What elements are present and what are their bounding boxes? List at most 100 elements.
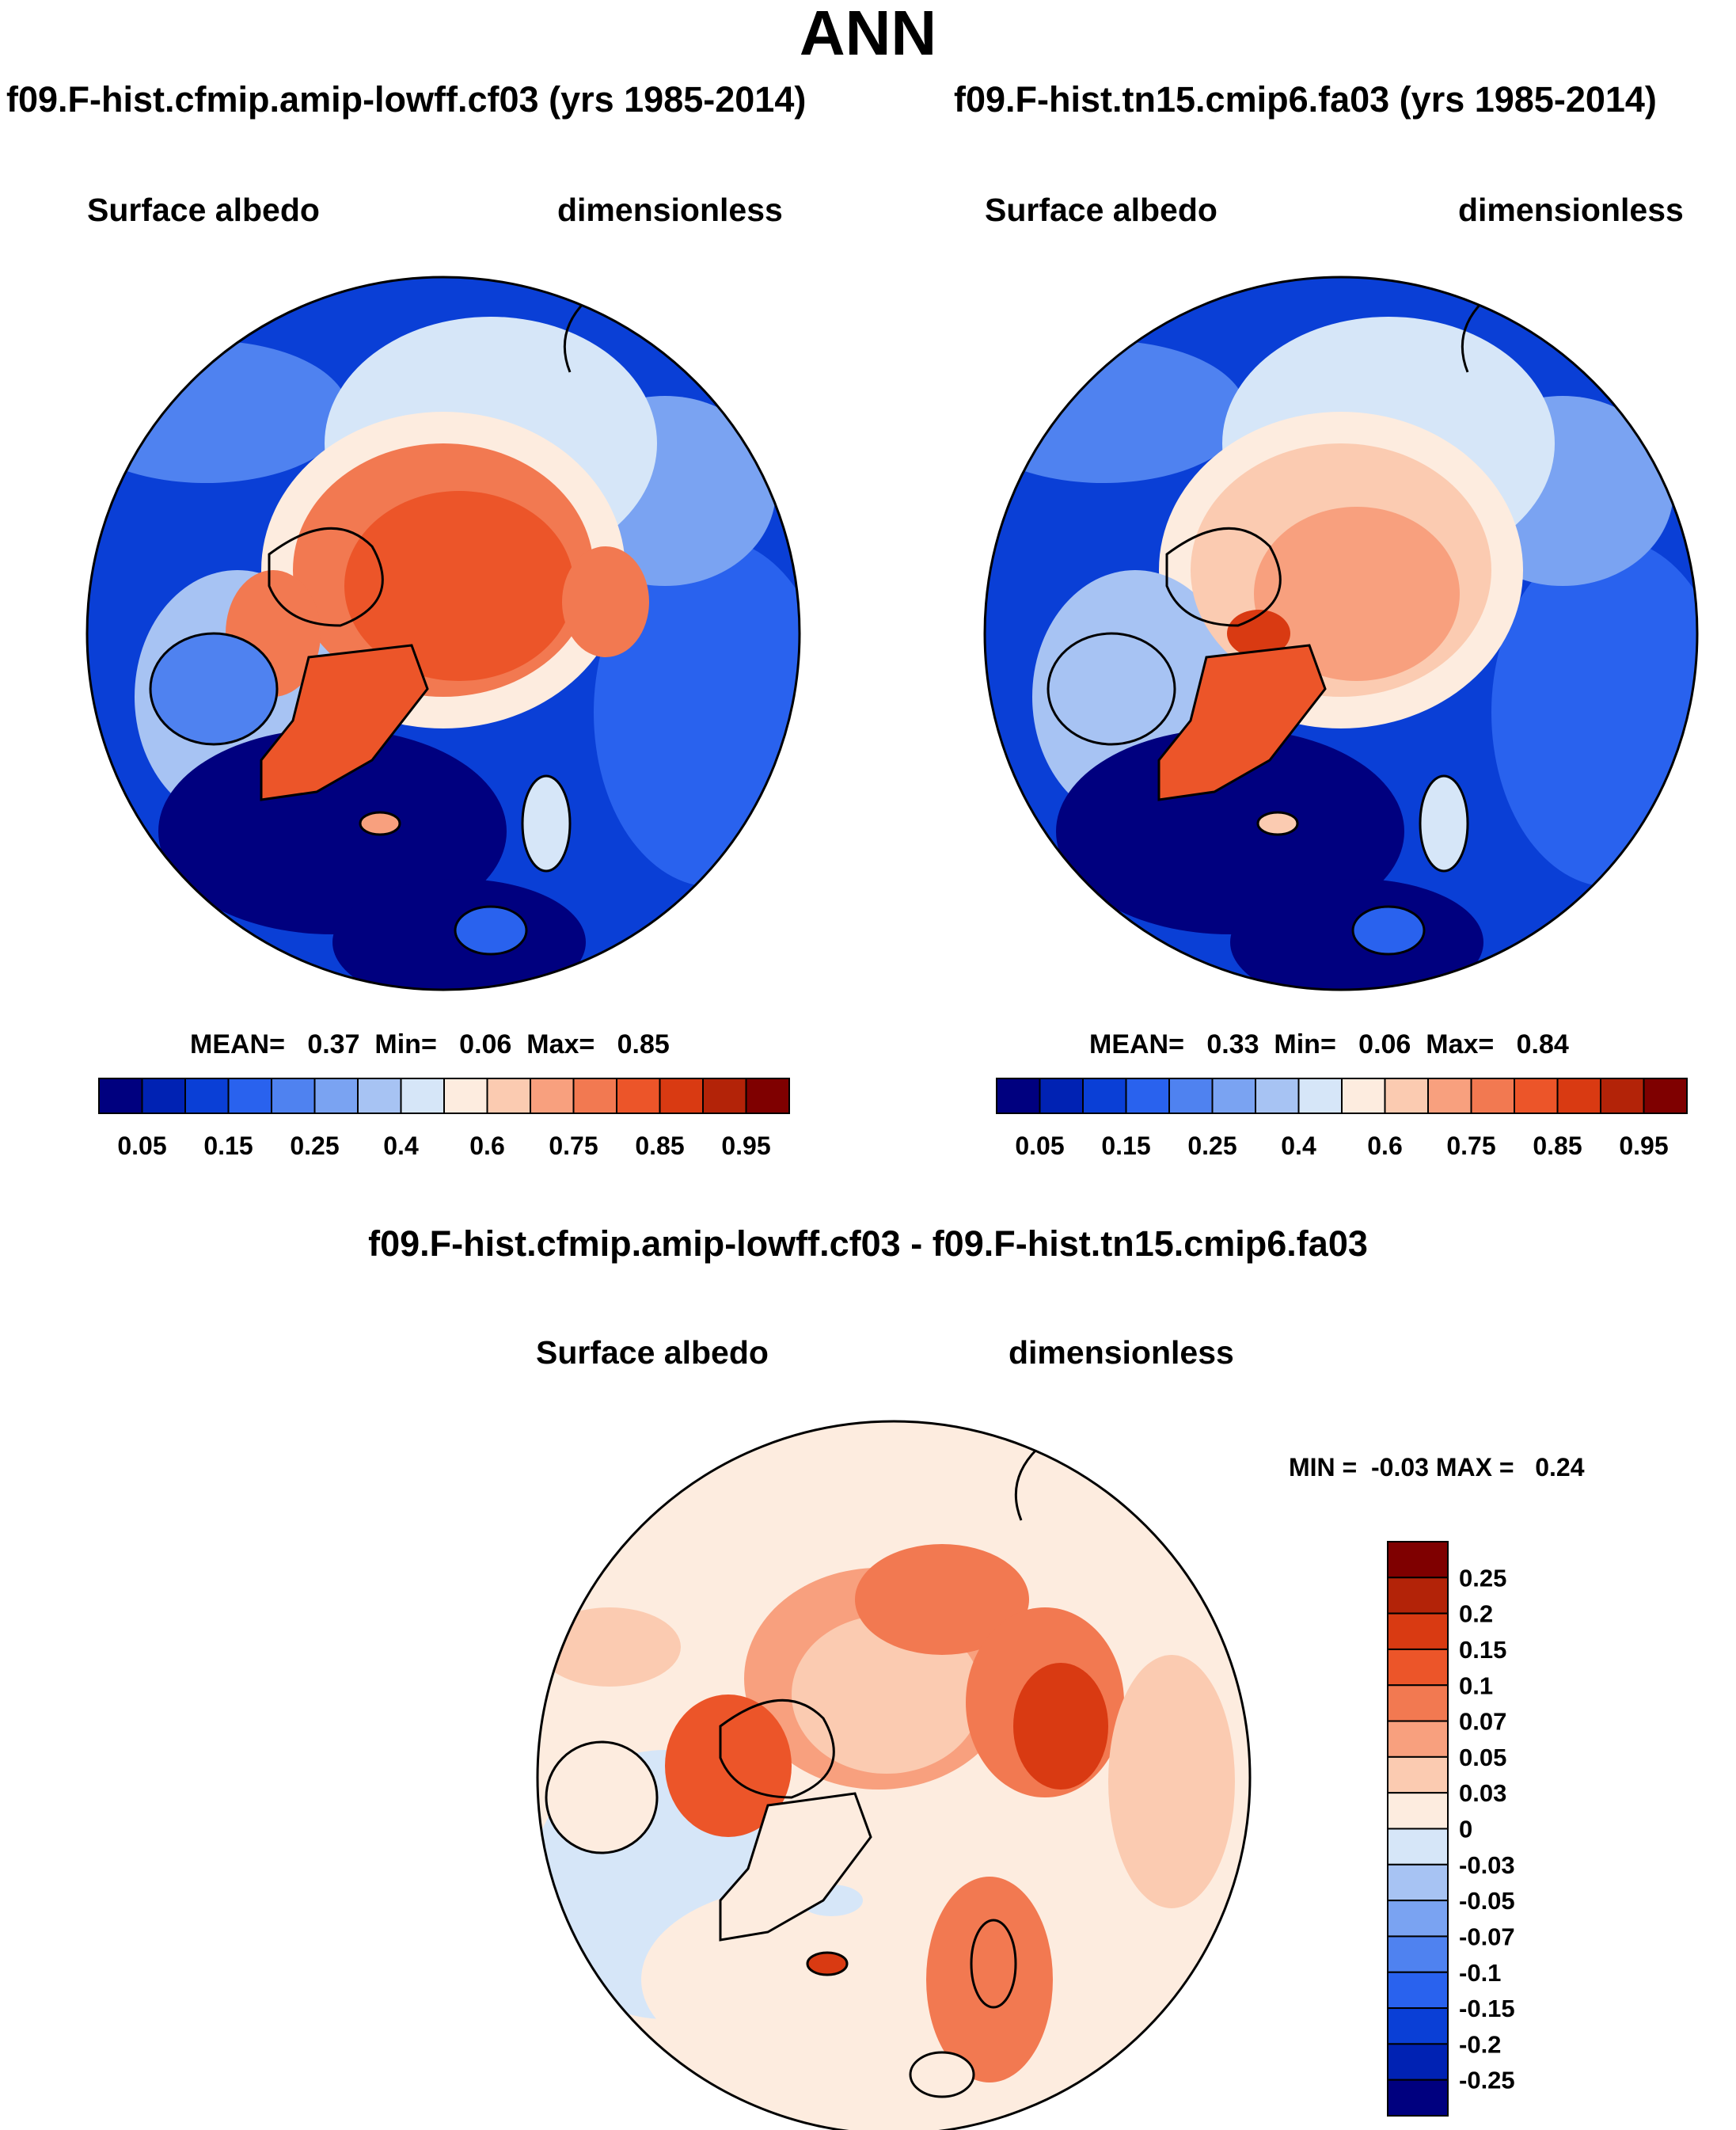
right-colorbar-swatch xyxy=(1211,1078,1256,1114)
left-colorbar-tick-label: 0.75 xyxy=(549,1132,598,1160)
right-colorbar-swatch xyxy=(1039,1078,1084,1114)
right-colorbar-tick-label: 0.05 xyxy=(1015,1132,1064,1160)
right-colorbar-tick-label: 0.25 xyxy=(1187,1132,1236,1160)
left-colorbar-tick-label: 0.15 xyxy=(203,1132,253,1160)
diff-panel-title: f09.F-hist.cfmip.amip-lowff.cf03 - f09.F… xyxy=(368,1223,1368,1264)
left-colorbar-tick-label: 0.6 xyxy=(469,1132,504,1160)
diff-colorbar-tick-label: 0.25 xyxy=(1459,1564,1506,1592)
left-colorbar-swatch xyxy=(184,1078,230,1114)
left-colorbar-swatch xyxy=(616,1078,661,1114)
right-map-border xyxy=(983,276,1699,991)
diff-variable-label: Surface albedo xyxy=(536,1334,769,1371)
right-units-label: dimensionless xyxy=(1458,192,1684,228)
diff-colorbar-swatch xyxy=(1387,1935,1449,1973)
left-colorbar-swatch xyxy=(572,1078,617,1114)
left-colorbar-swatch xyxy=(227,1078,272,1114)
diff-colorbar-swatch xyxy=(1387,1684,1449,1722)
right-colorbar-tick-label: 0.75 xyxy=(1446,1132,1495,1160)
left-polar-map xyxy=(87,277,800,990)
diff-colorbar-swatch xyxy=(1387,1792,1449,1830)
diff-colorbar-tick-label: -0.1 xyxy=(1459,1959,1501,1987)
page-title: ANN xyxy=(799,0,937,68)
right-colorbar: 0.05 0.15 0.25 0.4 0.6 0.75 0.85 0.95 xyxy=(996,1078,1688,1160)
right-stats: MEAN= 0.33 Min= 0.06 Max= 0.84 xyxy=(1089,1029,1569,1059)
left-colorbar-swatch xyxy=(486,1078,531,1114)
left-colorbar-tick-label: 0.4 xyxy=(383,1132,419,1160)
right-colorbar-swatch xyxy=(1082,1078,1127,1114)
right-colorbar-tick-label: 0.6 xyxy=(1367,1132,1402,1160)
left-panel-title: f09.F-hist.cfmip.amip-lowff.cf03 (yrs 19… xyxy=(6,79,807,120)
left-map-border xyxy=(85,276,801,991)
left-colorbar-tick-label: 0.95 xyxy=(721,1132,770,1160)
diff-colorbar-tick-label: 0.07 xyxy=(1459,1708,1506,1736)
diff-polar-map xyxy=(538,1421,1250,2130)
diff-colorbar-swatch xyxy=(1387,2079,1449,2117)
diff-colorbar-tick-label: 0 xyxy=(1459,1816,1472,1843)
diff-colorbar-swatch xyxy=(1387,1863,1449,1902)
diff-stats: MIN = -0.03 MAX = 0.24 xyxy=(1289,1453,1585,1481)
right-colorbar-swatch xyxy=(1470,1078,1515,1114)
diff-colorbar-swatch xyxy=(1387,2043,1449,2081)
right-colorbar-swatch xyxy=(1427,1078,1472,1114)
left-colorbar: 0.05 0.15 0.25 0.4 0.6 0.75 0.85 0.95 xyxy=(98,1078,790,1160)
diff-colorbar-tick-label: 0.2 xyxy=(1459,1600,1493,1628)
right-colorbar-swatch xyxy=(996,1078,1041,1114)
diff-colorbar-swatch xyxy=(1387,1612,1449,1650)
diff-colorbar-tick-label: 0.05 xyxy=(1459,1744,1506,1771)
diff-colorbar-tick-label: -0.2 xyxy=(1459,2030,1501,2058)
diff-map-border xyxy=(536,1420,1252,2130)
diff-colorbar-tick-label: -0.25 xyxy=(1459,2067,1515,2094)
left-units-label: dimensionless xyxy=(557,192,783,228)
left-colorbar-swatch xyxy=(530,1078,575,1114)
right-colorbar-swatch xyxy=(1255,1078,1300,1114)
diff-colorbar-swatch xyxy=(1387,1755,1449,1794)
left-stats: MEAN= 0.37 Min= 0.06 Max= 0.85 xyxy=(190,1029,670,1059)
right-colorbar-tick-label: 0.15 xyxy=(1101,1132,1150,1160)
right-colorbar-tick-label: 0.4 xyxy=(1281,1132,1316,1160)
right-colorbar-tick-label: 0.85 xyxy=(1533,1132,1582,1160)
diff-units-label: dimensionless xyxy=(1009,1334,1234,1371)
left-colorbar-swatch xyxy=(702,1078,747,1114)
diff-colorbar-swatch xyxy=(1387,1577,1449,1615)
diff-colorbar-swatch xyxy=(1387,1900,1449,1938)
diff-colorbar-tick-label: 0.15 xyxy=(1459,1636,1506,1664)
right-colorbar-swatch xyxy=(1514,1078,1559,1114)
left-colorbar-swatch xyxy=(313,1078,359,1114)
diff-colorbar-swatch xyxy=(1387,1720,1449,1758)
right-colorbar-swatch xyxy=(1643,1078,1688,1114)
diff-colorbar-tick-label: -0.03 xyxy=(1459,1851,1515,1879)
right-colorbar-swatch xyxy=(1125,1078,1170,1114)
left-colorbar-tick-label: 0.25 xyxy=(290,1132,339,1160)
left-colorbar-swatch xyxy=(443,1078,488,1114)
left-colorbar-tick-label: 0.85 xyxy=(635,1132,684,1160)
right-colorbar-tick-label: 0.95 xyxy=(1619,1132,1668,1160)
diff-colorbar-swatch xyxy=(1387,1828,1449,1866)
right-colorbar-swatch xyxy=(1297,1078,1343,1114)
left-colorbar-swatch xyxy=(271,1078,316,1114)
right-panel-title: f09.F-hist.tn15.cmip6.fa03 (yrs 1985-201… xyxy=(954,79,1657,120)
diff-colorbar-swatch xyxy=(1387,1648,1449,1687)
right-colorbar-swatch xyxy=(1341,1078,1386,1114)
diff-colorbar: 0.25 0.2 0.15 0.1 0.07 0.05 0.03 0 -0.03 -0.05 -0.… xyxy=(1387,1541,1515,2117)
diff-colorbar-tick-label: -0.15 xyxy=(1459,1995,1515,2022)
diff-colorbar-tick-label: -0.05 xyxy=(1459,1887,1515,1915)
left-colorbar-swatch xyxy=(659,1078,704,1114)
left-colorbar-swatch xyxy=(745,1078,790,1114)
left-colorbar-swatch xyxy=(357,1078,402,1114)
diff-colorbar-tick-label: -0.07 xyxy=(1459,1923,1515,1950)
left-colorbar-swatch xyxy=(141,1078,186,1114)
diff-colorbar-swatch xyxy=(1387,1541,1449,1579)
right-variable-label: Surface albedo xyxy=(985,192,1217,228)
left-variable-label: Surface albedo xyxy=(87,192,320,228)
left-colorbar-swatch xyxy=(98,1078,143,1114)
left-colorbar-swatch xyxy=(400,1078,445,1114)
right-colorbar-swatch xyxy=(1384,1078,1429,1114)
diff-colorbar-swatch xyxy=(1387,2007,1449,2045)
right-colorbar-swatch xyxy=(1556,1078,1601,1114)
right-colorbar-swatch xyxy=(1600,1078,1645,1114)
right-polar-map xyxy=(985,277,1697,990)
left-colorbar-tick-label: 0.05 xyxy=(117,1132,166,1160)
diff-colorbar-swatch xyxy=(1387,1971,1449,2010)
diff-colorbar-tick-label: 0.03 xyxy=(1459,1779,1506,1807)
